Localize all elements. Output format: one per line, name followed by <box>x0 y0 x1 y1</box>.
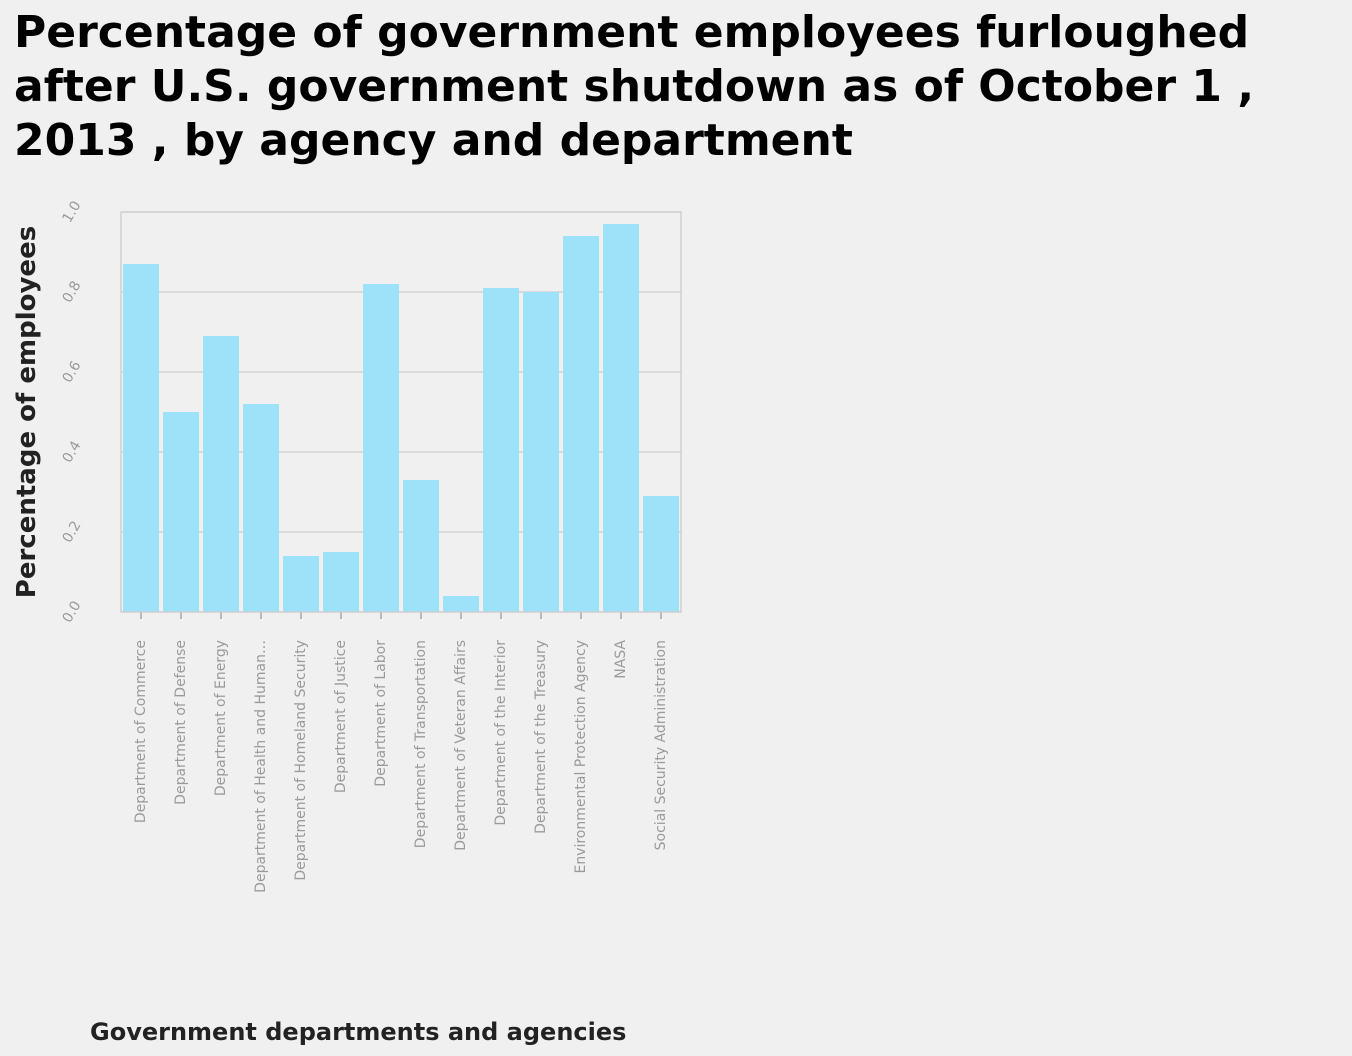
y-tick-labels: 0.0 0.2 0.4 0.6 0.8 1.0 <box>60 198 85 625</box>
bar <box>123 264 159 612</box>
x-tick-label: Social Security Administration <box>653 640 669 850</box>
y-tick-label: 0.4 <box>60 438 85 465</box>
bar <box>283 556 319 612</box>
x-tick-label: Department of Energy <box>213 640 229 796</box>
x-tick-label: Department of Veteran Affairs <box>453 640 469 851</box>
y-tick-label: 0.2 <box>60 518 85 545</box>
bar <box>323 552 359 612</box>
bar <box>643 496 679 612</box>
bar <box>603 224 639 612</box>
y-tick-label: 0.8 <box>60 278 85 305</box>
bar <box>403 480 439 612</box>
bar <box>443 596 479 612</box>
x-tick-label: Department of the Interior <box>493 640 509 826</box>
x-tick-label: Department of Labor <box>373 640 389 787</box>
plot-frame <box>120 211 682 613</box>
chart-title: Percentage of government employees furlo… <box>14 7 1255 166</box>
x-tick-label: NASA <box>613 640 629 679</box>
x-tick-label: Environmental Protection Agency <box>573 640 589 874</box>
y-tick-label: 1.0 <box>60 198 85 225</box>
bars <box>123 224 679 612</box>
x-tick-labels: Department of Commerce Department of Defe… <box>133 640 669 893</box>
x-tick-label: Department of Defense <box>173 640 189 805</box>
bar <box>563 236 599 612</box>
x-tick-label: Department of Justice <box>333 640 349 793</box>
bar <box>163 412 199 612</box>
axes <box>120 211 682 619</box>
x-axis-label: Government departments and agencies <box>90 1018 626 1046</box>
x-tick-label: Department of Transportation <box>413 640 429 848</box>
bar <box>483 288 519 612</box>
bar <box>243 404 279 612</box>
y-axis-label: Percentage of employees <box>12 226 42 598</box>
y-tick-label: 0.6 <box>60 358 85 385</box>
x-tick-label: Department of Homeland Security <box>293 640 309 881</box>
x-tick-label: Department of Commerce <box>133 640 149 823</box>
x-tick-label: Department of the Treasury <box>533 640 549 834</box>
y-tick-label: 0.0 <box>60 598 85 625</box>
bar <box>363 284 399 612</box>
x-tick-label: Department of Health and Human… <box>253 640 269 893</box>
bar <box>523 292 559 612</box>
bar <box>203 336 239 612</box>
